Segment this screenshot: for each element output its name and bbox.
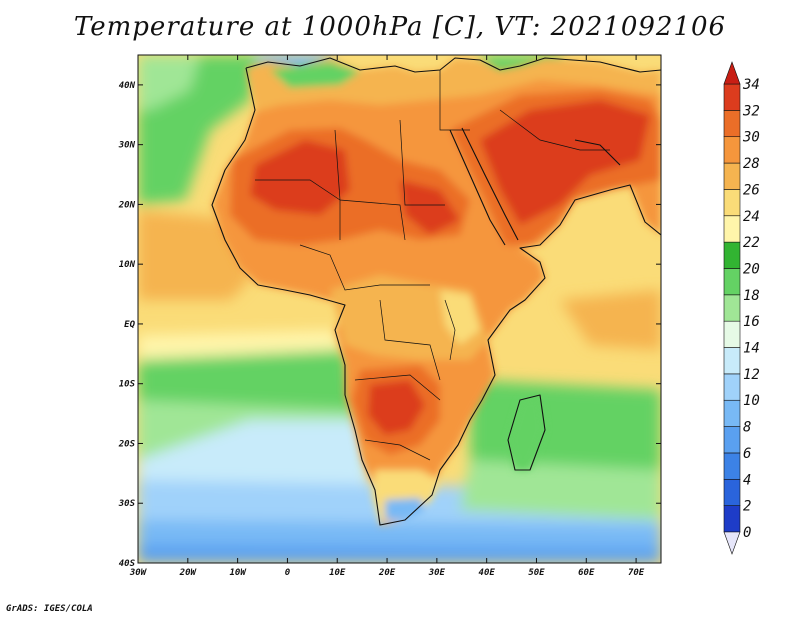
border-line (399, 119, 445, 206)
atlas-cool-patch (270, 62, 360, 88)
madagascar-field (508, 395, 545, 470)
country-borders (255, 70, 610, 461)
colorbar-segment (723, 215, 741, 243)
border-line (354, 374, 441, 401)
temperature-field (138, 55, 661, 563)
colorbar-under-triangle (723, 531, 741, 555)
southern-ocean-coldest-band (138, 545, 661, 563)
lat-tick-label: 20S (118, 439, 136, 449)
latitude-axis: 40N 30N 20N 10N EQ 10S 20S 30S 40S (118, 81, 661, 569)
colorbar-over-triangle (723, 61, 741, 85)
border-line (439, 70, 470, 131)
colorbar-segment (723, 478, 741, 506)
arabia-hottest-core (480, 100, 650, 225)
colorbar-segment (723, 426, 741, 454)
madagascar-coastline (507, 394, 546, 471)
colorbar-tick-label: 10 (743, 393, 760, 409)
longitude-axis: 30W 20W 10W 0 10E 20E 30E 40E 50E 60E 70E (129, 55, 645, 578)
colorbar-tick-label: 30 (742, 130, 760, 146)
lon-tick-label: 20E (378, 568, 396, 578)
colorbar-tick-label: 20 (743, 261, 760, 277)
colorbar-segment (723, 136, 741, 164)
red-sea-east-coast (461, 127, 519, 241)
colorbar-segment (723, 189, 741, 217)
colorbar-segment (723, 110, 741, 138)
colorbar-segment (723, 294, 741, 322)
border-line (299, 244, 430, 291)
colorbar-segment (723, 268, 741, 296)
colorbar-segment (723, 347, 741, 375)
sudan-hot-core (400, 180, 460, 235)
north-coastline (245, 57, 661, 73)
map-frame (137, 54, 662, 564)
credit-label: GrADS: IGES/COLA (6, 604, 93, 614)
lat-tick-label: 40S (119, 559, 136, 569)
lat-tick-label: 30S (118, 499, 136, 509)
colorbar-tick-label: 16 (743, 314, 760, 330)
red-sea-west-coast (449, 129, 506, 246)
lon-tick-label: 70E (628, 568, 645, 578)
lon-tick-label: 0 (285, 568, 291, 578)
sahara-hottest-core (250, 140, 350, 215)
border-line (444, 299, 456, 361)
colorbar-tick-label: 18 (743, 288, 760, 304)
colorbar-segment (723, 162, 741, 190)
colorbar-tick-label: 24 (743, 209, 760, 225)
border-line (364, 439, 431, 461)
colorbar-tick-label: 0 (743, 525, 751, 541)
lat-tick-label: EQ (124, 320, 135, 330)
lon-tick-label: 30E (428, 568, 446, 578)
colorbar-tick-label: 34 (742, 77, 760, 93)
lon-tick-label: 60E (578, 568, 595, 578)
colorbar-segment (723, 399, 741, 427)
colorbar-tick-label: 12 (743, 367, 760, 383)
border-line (334, 129, 406, 241)
lon-tick-label: 30W (129, 568, 148, 578)
colorbar-tick-label: 26 (743, 182, 760, 198)
benguela-cold-band (138, 420, 370, 500)
plot-title: Temperature at 1000hPa [C], VT: 20210921… (73, 12, 727, 42)
north-atlantic-cooler-band (138, 55, 200, 110)
colorbar-segment (723, 452, 741, 480)
africa-coastline (211, 67, 661, 526)
border-line (499, 109, 610, 151)
colorbar-tick-label: 4 (743, 472, 751, 488)
colorbar-tick-label: 2 (743, 499, 751, 515)
lon-tick-label: 10W (229, 568, 247, 578)
lat-tick-label: 20N (118, 200, 136, 210)
cape-cool-patch (385, 498, 425, 520)
lon-tick-label: 10E (329, 568, 346, 578)
colorbar-segment (723, 505, 741, 533)
border-line (379, 299, 441, 381)
persian-gulf-coast (574, 139, 621, 166)
south-indian-lightgreen-band (460, 460, 661, 520)
lon-tick-label: 50E (528, 568, 545, 578)
lat-tick-label: 30N (118, 141, 136, 151)
colorbar-segment (723, 320, 741, 348)
indian-ocean-warm-patch (560, 290, 661, 350)
colorbar-tick-label: 6 (743, 446, 751, 462)
east-africa-highlands-mild (440, 290, 480, 345)
colorbar-tick-label: 8 (743, 420, 751, 436)
colorbar-tick-label: 22 (743, 235, 760, 251)
lat-tick-label: 10N (119, 260, 136, 270)
lon-tick-label: 40E (479, 568, 496, 578)
colorbar-segment (723, 83, 741, 111)
colorbar-tick-label: 28 (743, 156, 760, 172)
lat-tick-label: 10S (119, 380, 136, 390)
colorbar-tick-label: 14 (743, 341, 760, 357)
coastlines (211, 57, 661, 526)
colorbar-segment (723, 241, 741, 269)
angola-zambia-hot-core (368, 380, 425, 435)
lon-tick-label: 20W (179, 568, 198, 578)
border-line (255, 179, 341, 240)
colorbar-tick-label: 32 (742, 103, 760, 119)
lat-tick-label: 40N (119, 81, 136, 91)
colorbar-segment (723, 373, 741, 401)
